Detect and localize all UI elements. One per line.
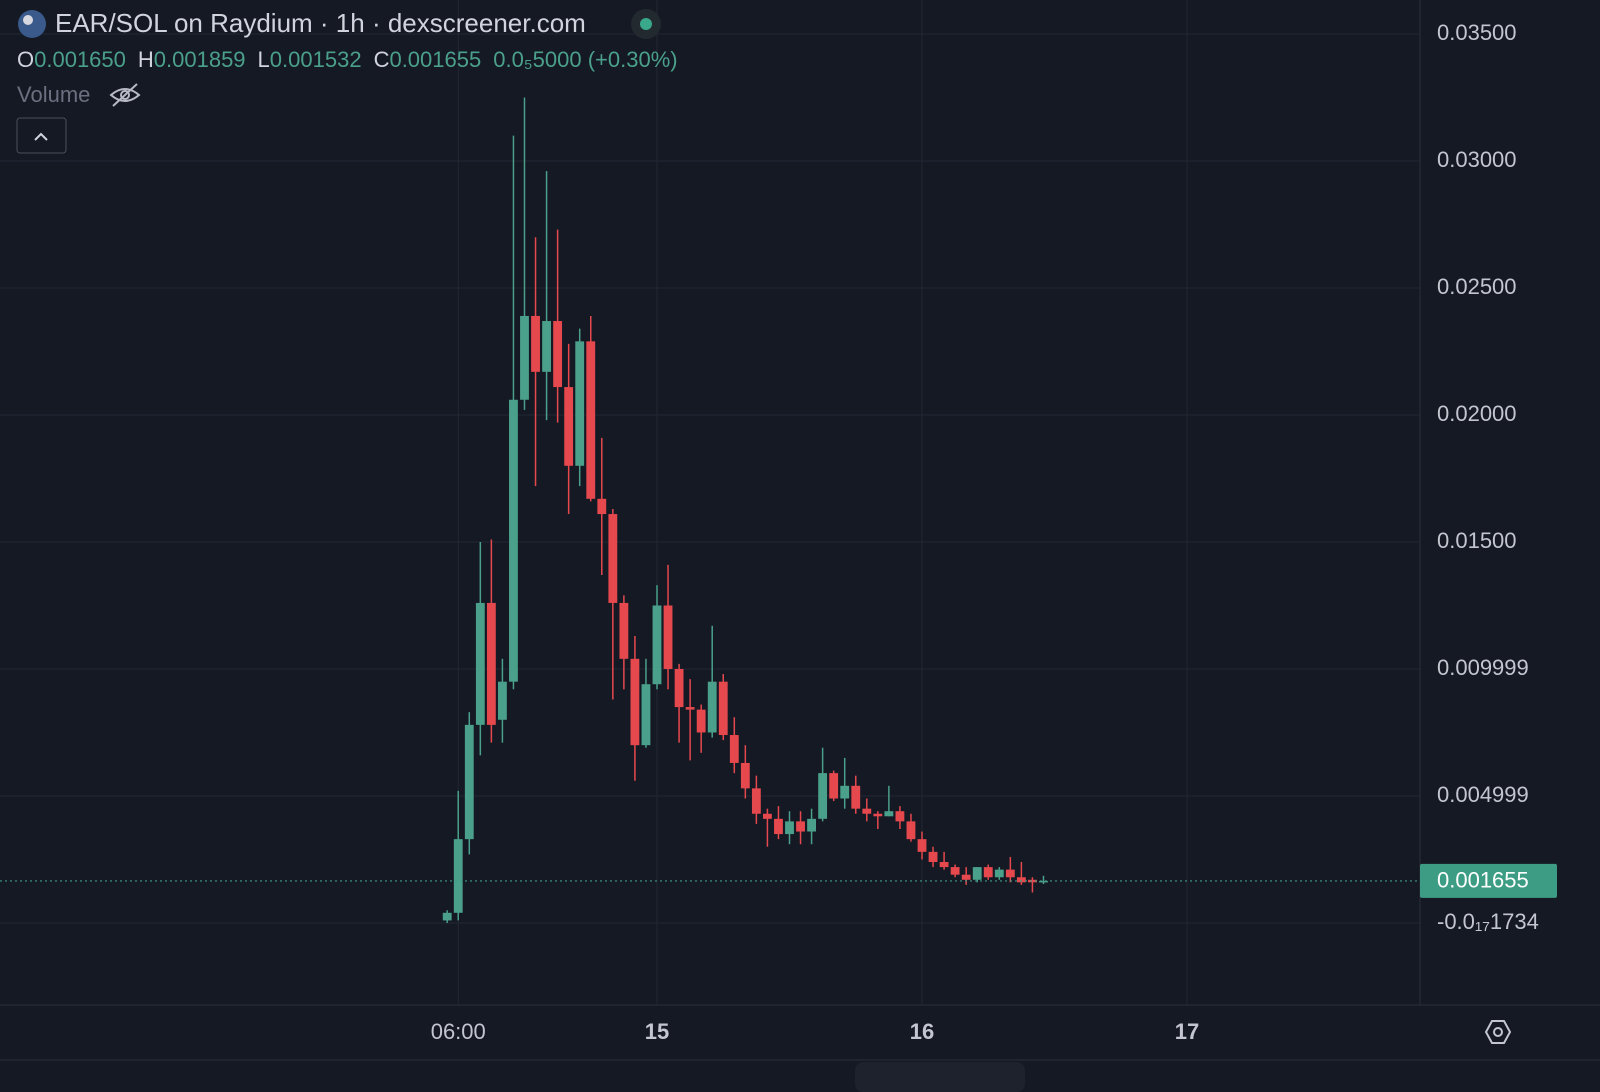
candle-body — [674, 668, 684, 708]
candle-body — [895, 811, 905, 822]
candle-body — [597, 498, 607, 515]
ohlc-key: H — [138, 47, 154, 72]
candle-body — [663, 605, 673, 669]
candle-body — [994, 869, 1004, 878]
candle-body — [497, 681, 507, 720]
chart-title: EAR/SOL on Raydium · 1h · dexscreener.co… — [55, 8, 586, 38]
candle-body — [531, 315, 540, 372]
candle-body — [840, 785, 850, 799]
candle-body — [453, 839, 463, 913]
candle-body — [972, 867, 982, 880]
candle-body — [586, 341, 596, 499]
y-tick-label: -0.0₁₇1734 — [1437, 909, 1539, 934]
ohlc-key: C — [374, 47, 390, 72]
candle-body — [751, 788, 761, 814]
y-tick-label: 0.02000 — [1437, 401, 1517, 426]
candle-body — [983, 867, 993, 878]
candle-body — [1028, 879, 1037, 883]
y-tick-label: 0.02500 — [1437, 274, 1517, 299]
candle-body — [939, 862, 949, 868]
y-tick-label: 0.01500 — [1437, 528, 1517, 553]
candle-body — [696, 709, 706, 733]
candle-body — [630, 658, 640, 746]
volume-label: Volume — [17, 82, 90, 107]
candle-body — [928, 851, 938, 863]
y-tick-label: 0.03000 — [1437, 147, 1517, 172]
scrollbar[interactable] — [855, 1062, 1025, 1092]
plot — [0, 97, 1420, 923]
candle-body — [486, 602, 496, 725]
token-logo — [18, 10, 46, 38]
y-tick-label: 0.009999 — [1437, 655, 1529, 680]
x-tick-label: 15 — [645, 1019, 669, 1044]
candle-body — [950, 867, 960, 875]
candle-body — [917, 839, 927, 852]
candle-body — [575, 341, 585, 466]
candle-body — [906, 821, 916, 840]
candle-body — [740, 762, 750, 789]
axes: -0.0₁₇1734 0.004999 0.009999 0.01500 0.02000… — [431, 20, 1557, 1044]
candle-body — [464, 724, 474, 840]
x-tick-label: 17 — [1175, 1019, 1199, 1044]
y-tick-label: 0.03500 — [1437, 20, 1517, 45]
candle-body — [564, 387, 574, 466]
collapse-button[interactable] — [16, 117, 67, 154]
ohlc-value: 0.001650 — [34, 47, 126, 72]
candle-body — [685, 707, 695, 710]
candle-body — [796, 821, 805, 832]
candle-body — [442, 912, 452, 921]
candle-body — [553, 321, 563, 388]
candle-body — [542, 321, 551, 372]
ohlc-legend: O0.001650 H0.001859 L0.001532 C0.001655 0.0₅… — [17, 47, 678, 72]
candle-body — [961, 874, 971, 880]
candle-body — [862, 808, 872, 814]
candle-body — [641, 684, 651, 746]
candle-body — [718, 681, 728, 736]
ohlc-value: 0.001655 — [389, 47, 481, 72]
candle-body — [1016, 877, 1026, 883]
x-tick-label: 16 — [910, 1019, 934, 1044]
candle-body — [652, 605, 662, 685]
candle-body — [729, 735, 739, 763]
candle-body — [520, 315, 529, 400]
ohlc-value: 0.001532 — [270, 47, 362, 72]
candle-body — [619, 602, 629, 659]
ohlc-key: O — [17, 47, 34, 72]
status-dot — [640, 18, 652, 30]
price-label: 0.001655 — [1437, 868, 1529, 893]
candle-body — [509, 399, 518, 682]
grid — [0, 0, 1420, 1005]
candle-body — [873, 813, 883, 817]
chevron-icon — [34, 132, 48, 141]
candle-body — [785, 821, 794, 835]
price-label-box — [1420, 863, 1557, 898]
candle-body — [829, 773, 839, 799]
ohlc-value: 0.001859 — [154, 47, 246, 72]
x-tick-label: 06:00 — [431, 1019, 486, 1044]
candle-body — [1005, 869, 1015, 878]
candle-body — [1039, 880, 1048, 883]
candle-body — [818, 773, 828, 819]
y-tick-label: 0.004999 — [1437, 782, 1529, 807]
candle-body — [807, 818, 817, 832]
candle-body — [707, 681, 717, 733]
change-value: 0.0₅5000 (+0.30%) — [493, 47, 677, 72]
ohlc-key: L — [258, 47, 270, 72]
candle-body — [851, 785, 861, 809]
candle-body — [475, 602, 485, 725]
hide-icon[interactable] — [109, 83, 141, 107]
candle-body — [608, 514, 618, 603]
candle-body — [884, 811, 894, 817]
token-logo-detail — [23, 15, 33, 25]
candle-body — [763, 813, 772, 819]
candle-body — [774, 818, 783, 835]
settings-icon[interactable] — [1484, 1020, 1512, 1044]
